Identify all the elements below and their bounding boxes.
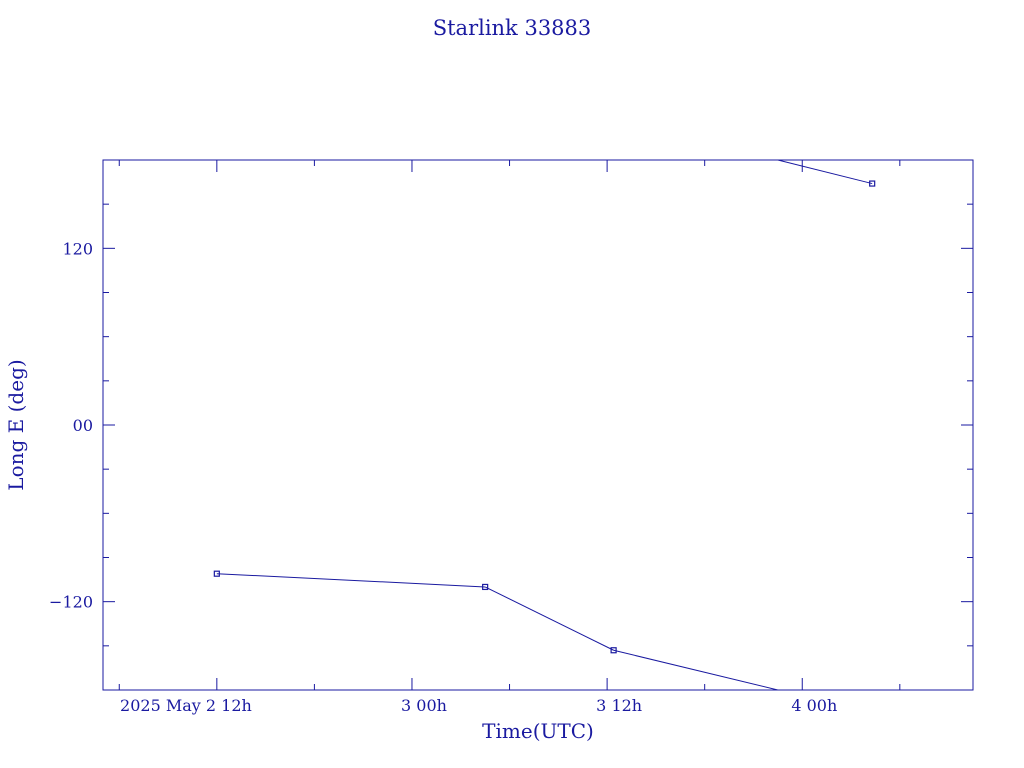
x-axis-label: Time(UTC): [482, 719, 594, 743]
series-longitude: [213, 159, 876, 691]
x-tick-label: 3 12h: [596, 696, 642, 715]
axis-ticks: [103, 160, 973, 690]
data-point: [482, 583, 489, 591]
y-tick-label: −120: [49, 593, 93, 612]
series-segment: [484, 586, 614, 651]
x-tick-label: 2025 May 2 12h: [120, 696, 252, 715]
y-axis-label: Long E (deg): [4, 359, 28, 490]
x-tick-label: 3 00h: [401, 696, 447, 715]
series-segment: [613, 649, 778, 691]
data-point: [213, 570, 220, 577]
series-segment: [777, 159, 873, 185]
plot-frame: [102, 159, 974, 691]
y-tick-label: 120: [62, 239, 93, 258]
data-point: [610, 647, 617, 654]
series-segment: [216, 573, 486, 588]
y-tick-label: 00: [73, 416, 93, 435]
x-tick-label: 4 00h: [791, 696, 837, 715]
chart-title: Starlink 33883: [432, 16, 592, 40]
data-point: [869, 180, 876, 187]
tick-labels: 120 00 −120 2025 May 2 12h 3 00h 3 12h 4 00h: [49, 239, 837, 715]
